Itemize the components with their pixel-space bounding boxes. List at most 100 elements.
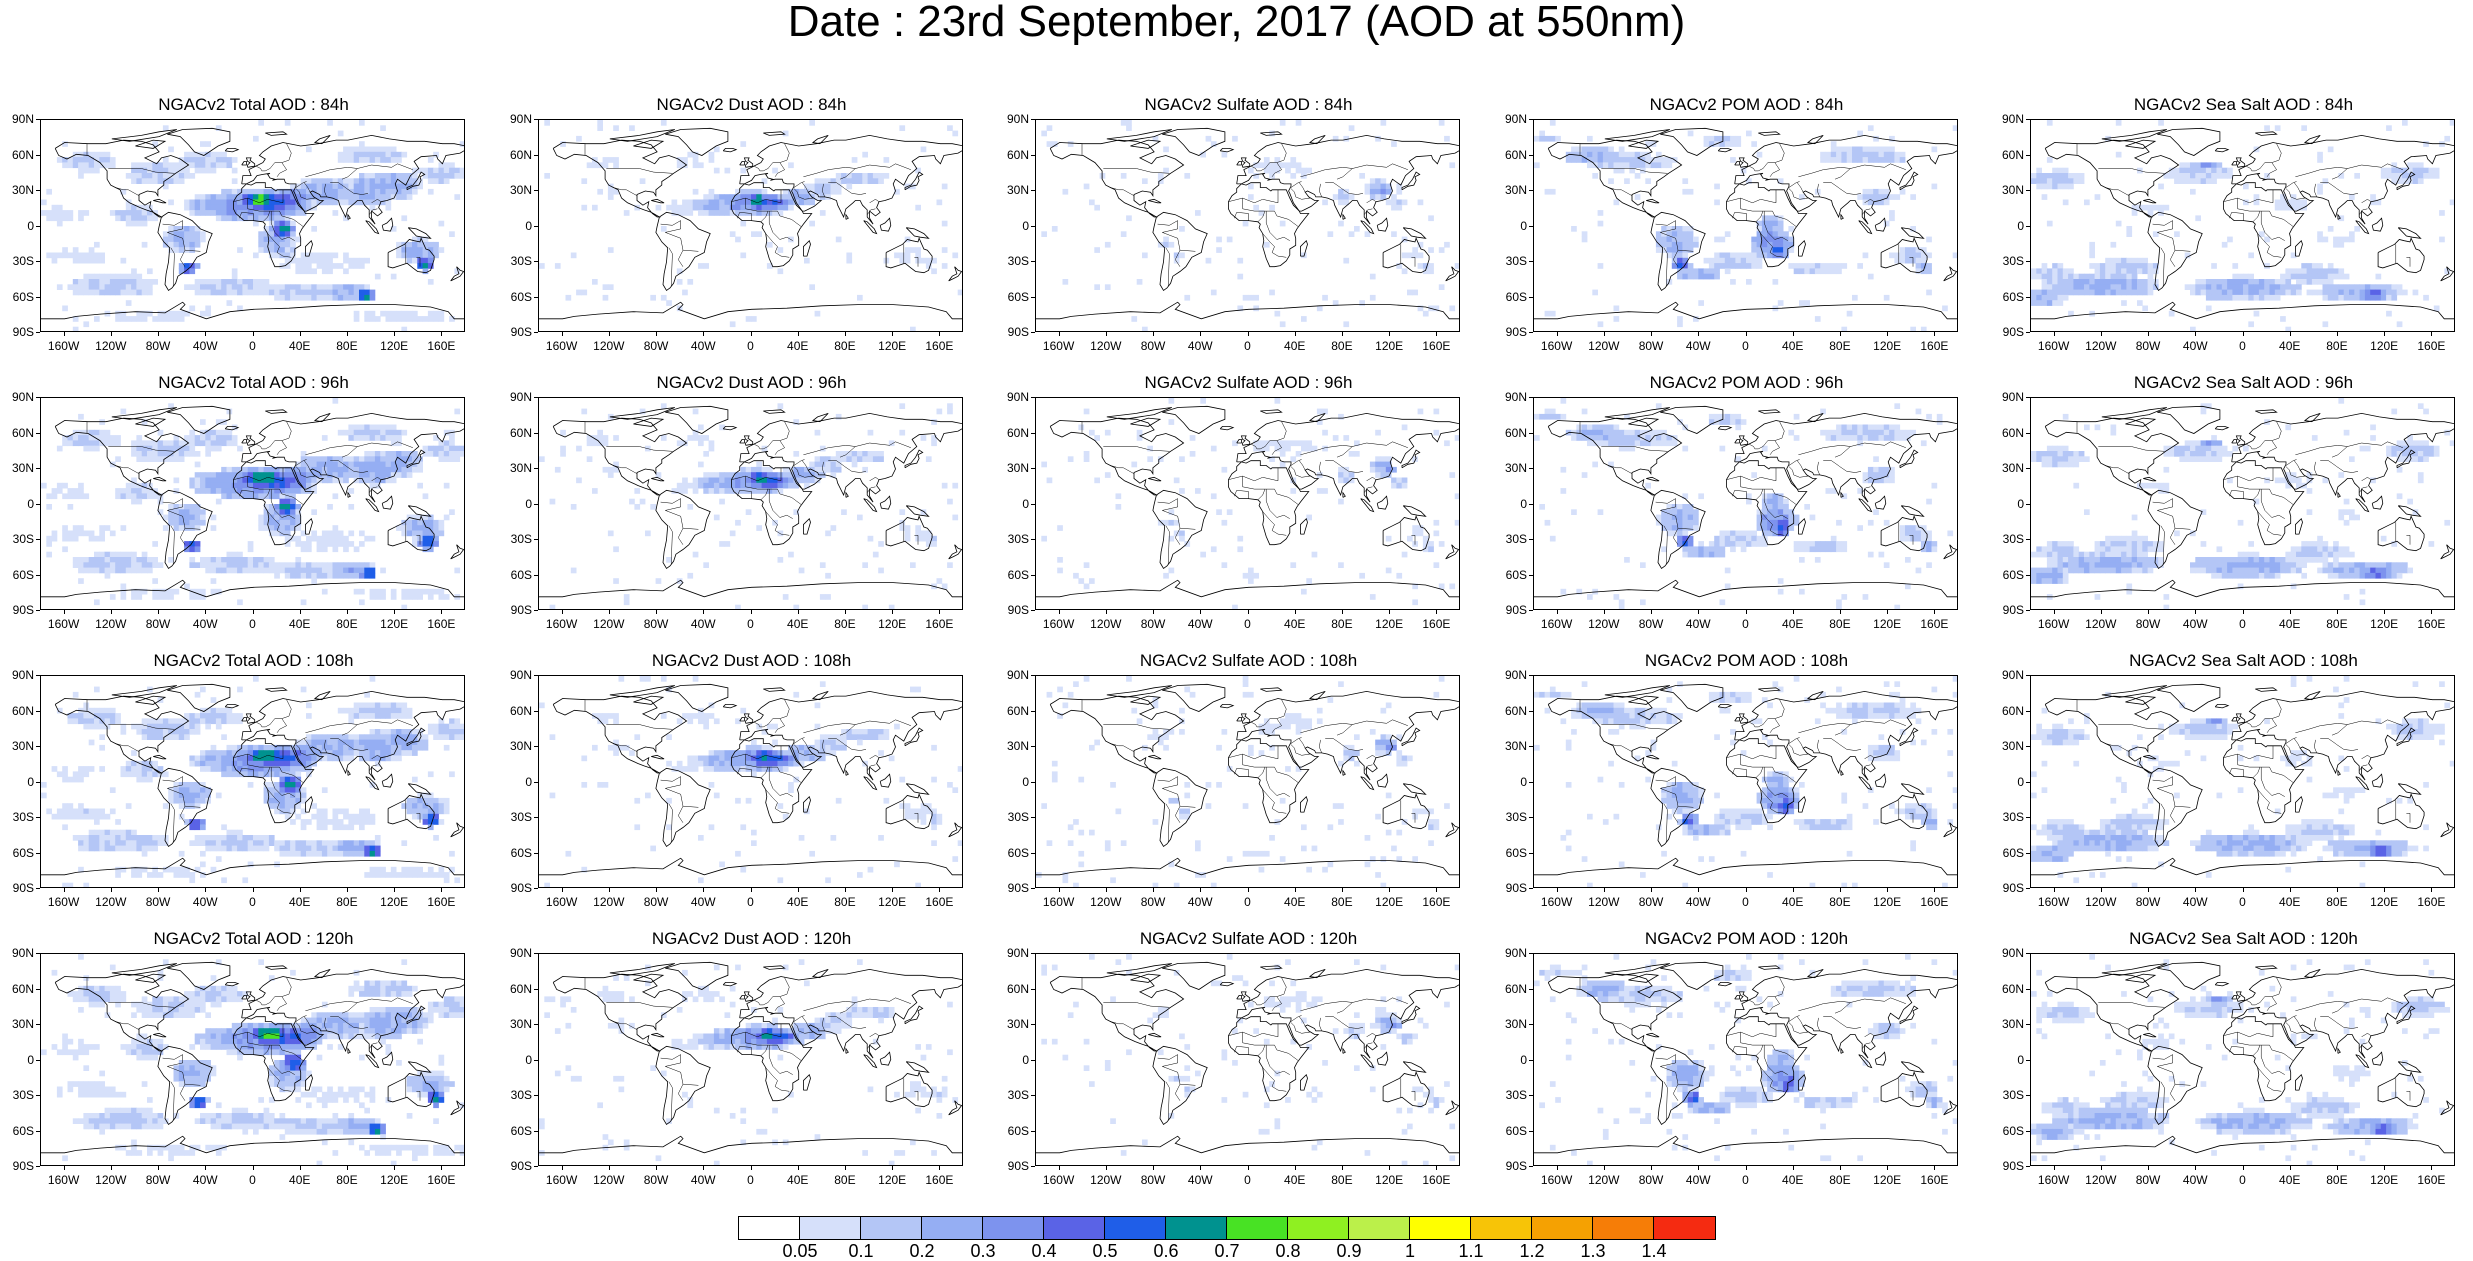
lat-tick-label: 30N [498, 740, 532, 752]
lat-tick-mark [1031, 397, 1035, 398]
lon-tick-label: 0 [731, 618, 771, 630]
lon-tick-label: 160E [1914, 618, 1954, 630]
lon-tick-label: 0 [2223, 340, 2263, 352]
lat-tick-label: 60S [0, 291, 34, 303]
colorbar-swatch [983, 1217, 1044, 1239]
lat-tick-label: 30N [1493, 462, 1527, 474]
lon-tick-label: 80E [2317, 896, 2357, 908]
lat-tick-mark [2026, 1166, 2030, 1167]
aod-field [1534, 120, 1958, 332]
lat-tick-label: 90N [1990, 391, 2024, 403]
lon-tick-mark [205, 888, 206, 892]
lat-tick-label: 60S [498, 569, 532, 581]
lat-tick-label: 60S [1493, 569, 1527, 581]
aod-field [41, 954, 465, 1166]
lon-tick-label: 40W [1678, 618, 1718, 630]
lon-tick-mark [2054, 610, 2055, 614]
lat-tick-mark [1031, 575, 1035, 576]
lon-tick-label: 80E [2317, 340, 2357, 352]
lat-tick-label: 60N [1990, 705, 2024, 717]
lat-tick-label: 0 [995, 1054, 1029, 1066]
lon-tick-mark [2195, 888, 2196, 892]
lat-tick-label: 90S [995, 1160, 1029, 1172]
lon-tick-label: 80W [138, 618, 178, 630]
lat-tick-mark [2026, 433, 2030, 434]
coastlines [539, 128, 963, 318]
lat-tick-mark [1529, 226, 1533, 227]
lon-tick-mark [1153, 332, 1154, 336]
lat-tick-label: 30N [498, 184, 532, 196]
coastlines [539, 962, 963, 1153]
panel-title: NGACv2 Dust AOD : 96h [538, 373, 965, 393]
lon-tick-label: 40W [2175, 618, 2215, 630]
lon-tick-mark [1248, 888, 1249, 892]
lat-tick-mark [1529, 190, 1533, 191]
lon-tick-mark [798, 610, 799, 614]
colorbar-swatch [1532, 1217, 1593, 1239]
colorbar-swatch [1471, 1217, 1532, 1239]
lat-tick-mark [2026, 711, 2030, 712]
lon-tick-mark [2148, 332, 2149, 336]
world-map [1533, 675, 1958, 888]
lon-tick-label: 80E [327, 1174, 367, 1186]
colorbar-label: 0.3 [958, 1242, 1008, 1260]
lon-tick-mark [2384, 1166, 2385, 1170]
lon-tick-mark [1698, 1166, 1699, 1170]
lat-tick-label: 60S [0, 1125, 34, 1137]
colorbar-label: 0.4 [1019, 1242, 1069, 1260]
lat-tick-mark [2026, 989, 2030, 990]
lon-tick-mark [2431, 610, 2432, 614]
lon-tick-mark [1389, 888, 1390, 892]
colorbar-label: 0.2 [897, 1242, 947, 1260]
lon-tick-mark [562, 1166, 563, 1170]
lon-tick-mark [1248, 610, 1249, 614]
lat-tick-mark [534, 888, 538, 889]
lat-tick-label: 30S [498, 811, 532, 823]
lat-tick-mark [36, 675, 40, 676]
lon-tick-mark [300, 610, 301, 614]
lon-tick-label: 80E [2317, 618, 2357, 630]
lat-tick-mark [534, 1060, 538, 1061]
lat-tick-label: 60N [0, 983, 34, 995]
lat-tick-mark [36, 261, 40, 262]
lon-tick-mark [1200, 1166, 1201, 1170]
colorbar-label: 0.5 [1080, 1242, 1130, 1260]
lat-tick-mark [1529, 610, 1533, 611]
lon-tick-label: 40W [185, 618, 225, 630]
colorbar-label: 0.9 [1324, 1242, 1374, 1260]
lon-tick-label: 0 [2223, 896, 2263, 908]
lon-tick-label: 160W [44, 896, 84, 908]
lon-tick-label: 0 [1228, 896, 1268, 908]
aod-field [41, 676, 465, 888]
lon-tick-mark [1153, 888, 1154, 892]
world-map [2030, 397, 2455, 610]
lat-tick-label: 60N [995, 983, 1029, 995]
lon-tick-mark [1840, 610, 1841, 614]
lon-tick-mark [1604, 610, 1605, 614]
colorbar-label: 1 [1385, 1242, 1435, 1260]
lon-tick-mark [158, 888, 159, 892]
lat-tick-label: 0 [498, 1054, 532, 1066]
lat-tick-mark [1031, 332, 1035, 333]
lat-tick-label: 60S [498, 1125, 532, 1137]
lat-tick-mark [1031, 953, 1035, 954]
aod-field [2031, 398, 2455, 610]
lat-tick-mark [534, 539, 538, 540]
colorbar-label: 1.4 [1629, 1242, 1679, 1260]
lat-tick-label: 90S [1990, 326, 2024, 338]
lon-tick-mark [798, 888, 799, 892]
lat-tick-label: 30S [0, 811, 34, 823]
lat-tick-label: 0 [1990, 220, 2024, 232]
lat-tick-label: 0 [1990, 1054, 2024, 1066]
lon-tick-label: 160W [1537, 340, 1577, 352]
lon-tick-label: 160W [2034, 896, 2074, 908]
lat-tick-label: 90S [1990, 1160, 2024, 1172]
lat-tick-mark [2026, 468, 2030, 469]
panel-title: NGACv2 Total AOD : 108h [40, 651, 467, 671]
lon-tick-label: 160E [1416, 618, 1456, 630]
lat-tick-label: 60N [1990, 149, 2024, 161]
lat-tick-label: 60S [1493, 291, 1527, 303]
